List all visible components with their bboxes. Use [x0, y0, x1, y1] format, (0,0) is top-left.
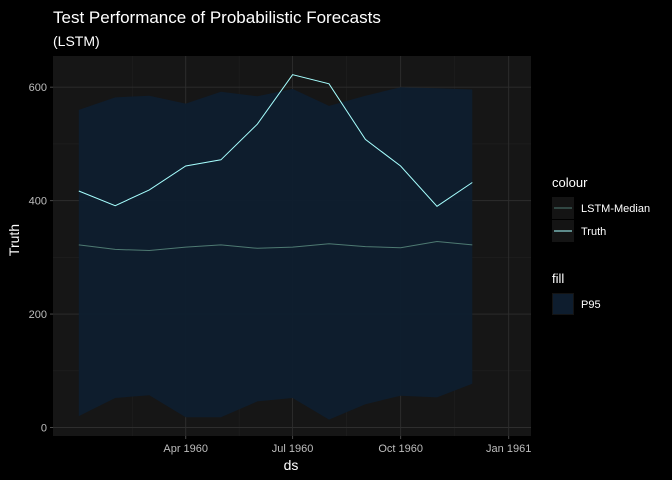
legend: colour LSTM-Median Truth fill P95 — [552, 175, 650, 315]
legend-label: P95 — [581, 299, 601, 311]
legend-label: LSTM-Median — [581, 203, 650, 215]
p95-band — [78, 87, 473, 420]
y-tick-label: 200 — [29, 309, 47, 321]
plot-area: 0 200 400 600 Apr 1960 Jul 1960 Oct 1960 Jan 19… — [29, 56, 531, 455]
y-axis-title: Truth — [6, 224, 22, 256]
chart-title: Test Performance of Probabilistic Foreca… — [53, 8, 381, 27]
x-axis-title: ds — [284, 457, 299, 473]
legend-swatch-p95 — [553, 294, 573, 314]
x-tick-label: Oct 1960 — [378, 443, 423, 455]
x-tick-label: Jul 1960 — [272, 443, 314, 455]
legend-title-colour: colour — [552, 175, 588, 190]
y-tick-label: 400 — [29, 196, 47, 208]
legend-label: Truth — [581, 226, 606, 238]
chart-subtitle: (LSTM) — [53, 33, 100, 49]
series-line-truth — [78, 74, 473, 207]
y-tick-label: 600 — [29, 82, 47, 94]
legend-title-fill: fill — [552, 271, 564, 286]
x-tick-label: Jan 1961 — [486, 443, 531, 455]
series-line-lstm-median — [78, 240, 473, 252]
x-tick-label: Apr 1960 — [163, 443, 208, 455]
y-tick-label: 0 — [41, 422, 47, 434]
